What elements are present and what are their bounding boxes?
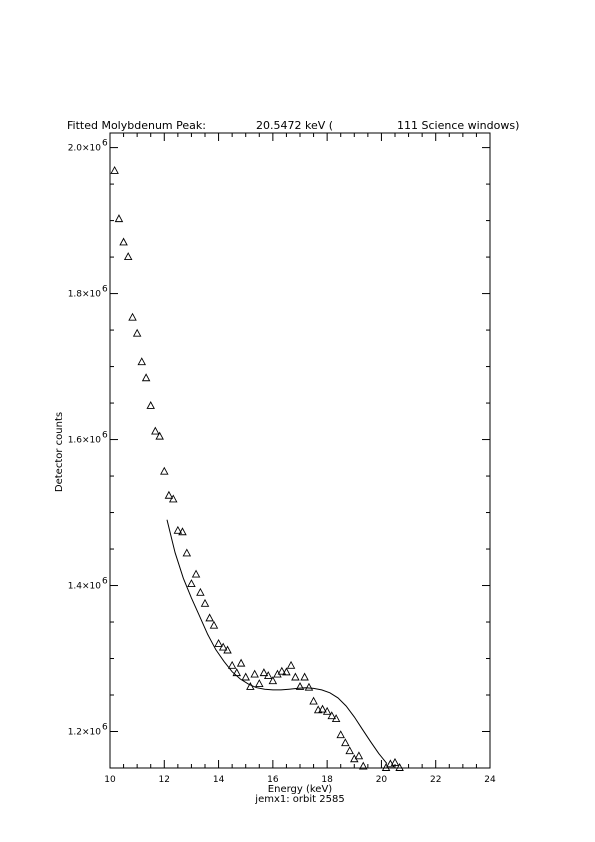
data-point xyxy=(286,660,296,669)
data-point xyxy=(223,645,232,654)
x-tick-label: 14 xyxy=(213,775,225,785)
data-point xyxy=(173,525,183,534)
data-point xyxy=(137,357,147,366)
x-tick-label: 20 xyxy=(376,775,388,785)
x-tick-label: 18 xyxy=(321,775,333,785)
data-point xyxy=(241,672,250,681)
data-point xyxy=(304,682,314,691)
data-point xyxy=(141,373,151,382)
data-point xyxy=(232,668,242,677)
data-point xyxy=(300,672,309,681)
data-point xyxy=(395,763,404,771)
data-point xyxy=(164,490,174,499)
data-point xyxy=(250,669,259,678)
data-point xyxy=(282,667,291,676)
data-point xyxy=(268,676,278,685)
y-tick-exponent: 6 xyxy=(102,285,108,295)
data-point xyxy=(354,751,364,760)
data-point xyxy=(341,738,350,747)
data-point xyxy=(259,668,269,677)
data-point xyxy=(390,757,400,766)
data-point xyxy=(255,679,264,688)
chart-title-value: 20.5472 keV ( xyxy=(256,119,333,132)
y-tick-exponent: 6 xyxy=(102,139,108,149)
data-point xyxy=(200,598,210,607)
x-tick-labels: 10 12 14 16 18 20 22 24 xyxy=(104,775,496,785)
data-point xyxy=(227,660,237,669)
data-point xyxy=(358,761,368,770)
data-point xyxy=(277,666,287,675)
data-point xyxy=(218,642,228,651)
data-point xyxy=(168,494,178,503)
chart-title-label: Fitted Molybdenum Peak: xyxy=(67,119,206,132)
data-point xyxy=(128,312,137,321)
data-point xyxy=(318,704,327,713)
data-point xyxy=(110,166,119,174)
fit-line xyxy=(166,519,388,764)
y-tick-label: 1.4×10 xyxy=(68,582,102,592)
x-tick-label: 22 xyxy=(430,775,441,785)
chart-title-windows: 111 Science windows) xyxy=(397,119,519,132)
data-point xyxy=(295,682,305,690)
data-point xyxy=(123,252,133,261)
data-point xyxy=(214,638,223,647)
data-point xyxy=(155,431,164,440)
y-tick-label: 2.0×10 xyxy=(68,144,102,154)
y-tick-exponent: 6 xyxy=(102,577,108,587)
x-tick-label: 10 xyxy=(104,775,116,785)
data-point xyxy=(178,527,187,536)
y-axis-label: Detector counts xyxy=(54,412,65,492)
data-point xyxy=(187,579,196,588)
data-point xyxy=(291,672,300,681)
plot-frame xyxy=(109,132,491,769)
data-point xyxy=(345,746,354,755)
data-point xyxy=(151,426,160,435)
data-points xyxy=(110,166,404,771)
data-point xyxy=(246,682,255,690)
y-tick-label: 1.2×10 xyxy=(68,728,102,738)
x-axis-label: Energy (keV) xyxy=(268,784,333,795)
data-point xyxy=(309,696,318,705)
data-point xyxy=(196,587,205,596)
data-point xyxy=(119,237,128,246)
data-point xyxy=(236,658,246,667)
data-point xyxy=(331,714,341,723)
x-tick-label: 16 xyxy=(267,775,279,785)
data-point xyxy=(205,613,214,622)
x-tick-label: 24 xyxy=(484,775,496,785)
data-point xyxy=(146,401,155,409)
data-point xyxy=(114,214,124,223)
data-point xyxy=(182,548,192,557)
y-tick-exponent: 6 xyxy=(102,723,108,733)
y-tick-labels: 1.2×10 61.4×10 61.6×10 61.8×10 62.0×10 6 xyxy=(68,139,108,738)
data-point xyxy=(191,569,201,578)
y-tick-exponent: 6 xyxy=(102,431,108,441)
data-point xyxy=(263,671,273,679)
y-tick-label: 1.8×10 xyxy=(68,290,102,300)
data-point xyxy=(322,706,332,715)
y-tick-label: 1.6×10 xyxy=(68,436,102,446)
data-point xyxy=(160,466,169,475)
data-point xyxy=(327,711,337,720)
chart-subtitle: jemx1: orbit 2585 xyxy=(254,794,344,805)
x-tick-label: 12 xyxy=(159,775,170,785)
data-point xyxy=(132,328,142,337)
data-point xyxy=(209,620,219,629)
data-point xyxy=(336,730,345,739)
axis-ticks xyxy=(109,133,491,769)
